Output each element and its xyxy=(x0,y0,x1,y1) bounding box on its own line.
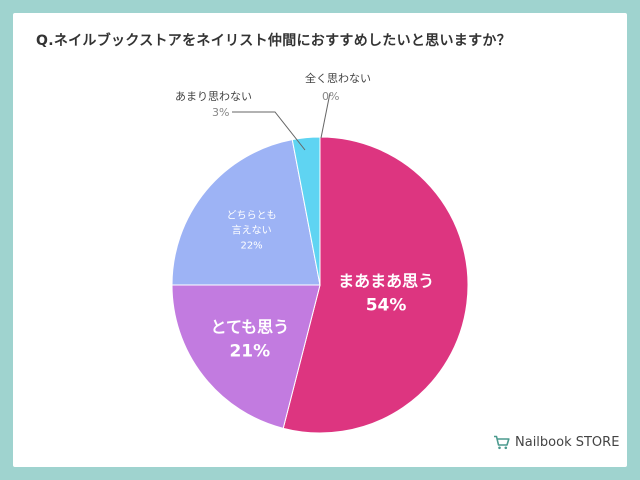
label-amari-leader-line xyxy=(232,111,306,151)
pie-slice xyxy=(171,284,321,429)
label-zero-value: 0% xyxy=(322,90,339,103)
label-amari: あまり思わない xyxy=(175,90,252,103)
pie-slice xyxy=(291,136,321,286)
label-dochira: どちらとも xyxy=(227,209,277,221)
label-amari-value: 3% xyxy=(212,106,229,119)
pie-slice xyxy=(171,139,321,286)
label-zero-leader-line xyxy=(320,92,331,139)
label-maamaa: まあまあ思う xyxy=(338,271,434,290)
shopping-cart-icon xyxy=(494,435,510,450)
brand-logo: Nailbook STORE xyxy=(493,435,619,450)
label-totemo-value: 21% xyxy=(229,341,270,361)
label-totemo: とても思う xyxy=(210,317,289,336)
question-title: Q.ネイルブックストアをネイリスト仲間におすすめしたいと思いますか？ xyxy=(36,33,511,49)
brand-name: Nailbook STORE xyxy=(515,435,620,450)
label-dochira: 言えない xyxy=(232,223,272,236)
label-dochira-value: 22% xyxy=(240,240,262,251)
pie-slice xyxy=(282,136,469,434)
label-maamaa-value: 54% xyxy=(366,295,407,315)
label-zero: 全く思わない xyxy=(305,71,371,85)
